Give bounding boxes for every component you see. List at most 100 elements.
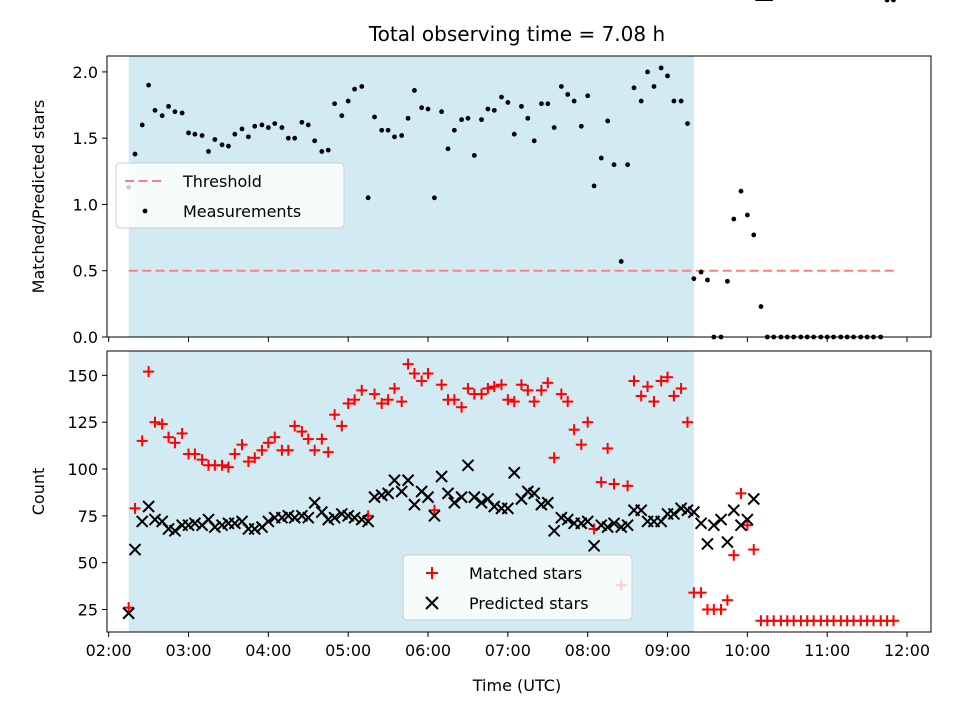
measurement-point <box>505 99 511 105</box>
matched-star-point <box>462 382 474 394</box>
predicted-star-point <box>248 522 261 536</box>
ratio-axes-frame <box>106 55 932 338</box>
matched-star-point <box>236 439 248 451</box>
measurement-point <box>385 127 391 133</box>
matched-star-point <box>156 418 168 430</box>
matched-star-point <box>522 384 534 396</box>
matched-star-point <box>502 394 514 406</box>
predicted-star-point <box>634 504 648 517</box>
measurement-point <box>226 143 231 149</box>
y-tick-label: 1.0 <box>73 195 98 214</box>
measurement-point <box>239 126 245 132</box>
matched-star-point <box>262 437 274 449</box>
matched-stars-legend-swatch <box>426 567 438 579</box>
matched-star-point <box>322 446 334 458</box>
measurement-point <box>285 135 291 141</box>
predicted-star-point <box>401 474 415 487</box>
predicted-star-point <box>468 490 481 504</box>
predicted-star-point <box>361 515 375 528</box>
measurement-point <box>578 123 584 129</box>
predicted-star-point <box>328 511 341 524</box>
y-tick-label: 0.0 <box>73 328 98 347</box>
matched-star-point <box>382 394 394 406</box>
measurement-point <box>252 123 258 129</box>
predicted-star-point <box>348 511 361 524</box>
predicted-star-point <box>475 496 488 509</box>
measurement-point <box>305 122 311 128</box>
predicted-star-point <box>667 507 681 521</box>
matched-star-point <box>648 396 660 408</box>
matched-star-point <box>163 431 175 443</box>
x-tick-label: 06:00 <box>405 641 451 660</box>
predicted-star-point <box>122 607 135 620</box>
threshold-legend-label: Threshold <box>182 172 262 191</box>
predicted-star-point <box>448 496 461 509</box>
measurement-point <box>179 110 185 116</box>
matched-star-point <box>216 459 228 471</box>
measurement-point <box>312 138 318 144</box>
matched-stars-legend-label: Matched stars <box>469 564 582 583</box>
matched-star-point <box>136 435 148 447</box>
matched-star-point <box>269 431 281 443</box>
measurement-point <box>511 131 517 137</box>
matched-star-point <box>396 396 408 408</box>
matched-star-point <box>129 502 141 514</box>
predicted-star-point <box>168 524 182 538</box>
matched-star-point <box>349 394 361 406</box>
matched-star-point <box>595 476 607 488</box>
ratio-legend: Threshold Measurements <box>115 162 345 229</box>
matched-star-point <box>289 420 301 432</box>
x-tick-label: 04:00 <box>245 641 291 660</box>
matched-star-point <box>681 416 693 428</box>
matched-star-point <box>568 424 580 436</box>
measurement-point <box>499 94 504 100</box>
predicted-star-point <box>694 517 708 530</box>
measurement-point <box>139 122 145 128</box>
measurement-point <box>625 162 631 168</box>
predicted-star-point <box>508 466 521 479</box>
measurement-point <box>352 86 357 92</box>
measurement-point <box>638 98 644 104</box>
measurement-point <box>658 65 664 71</box>
matched-star-point <box>528 396 540 408</box>
matched-star-point <box>329 409 341 421</box>
matched-star-point <box>282 444 294 456</box>
measurement-point <box>265 125 271 130</box>
measurement-point <box>292 135 298 141</box>
matched-star-point <box>222 461 234 473</box>
x-tick-label: 02:00 <box>86 641 132 660</box>
matched-star-point <box>662 371 674 383</box>
ratio-y-axis-label: Matched/Predicted stars <box>29 100 48 294</box>
count-legend-box <box>402 554 633 621</box>
measurement-point <box>685 121 690 126</box>
matched-star-point <box>196 454 208 466</box>
measurement-point <box>758 304 764 309</box>
measurement-point <box>671 98 677 104</box>
predicted-star-point <box>188 517 202 530</box>
measurement-point <box>525 115 531 121</box>
matched-star-point <box>582 416 594 428</box>
y-tick-label: 150 <box>67 366 98 385</box>
predicted-star-point <box>288 511 301 524</box>
measurement-point <box>186 130 191 136</box>
measurement-point <box>425 106 431 112</box>
predicted-star-point <box>228 517 242 530</box>
matched-star-point <box>887 615 899 627</box>
measurement-point <box>192 131 198 137</box>
measurement-point <box>379 127 385 133</box>
measurement-point <box>412 88 417 93</box>
measurement-point <box>665 73 670 79</box>
measurement-point <box>471 153 477 158</box>
matched-star-point <box>342 397 354 409</box>
measurement-point <box>459 117 464 123</box>
y-tick-label: 2.0 <box>73 63 98 82</box>
predicted-star-point <box>461 459 475 472</box>
ratio-y-axis: 0.0 0.5 1.0 1.5 2.0 <box>73 63 107 347</box>
matched-star-point <box>309 444 321 456</box>
matched-star-point <box>176 427 188 439</box>
measurement-point <box>479 117 484 123</box>
predicted-star-point <box>607 517 621 530</box>
measurement-point <box>232 131 238 137</box>
matched-star-point <box>456 401 468 413</box>
